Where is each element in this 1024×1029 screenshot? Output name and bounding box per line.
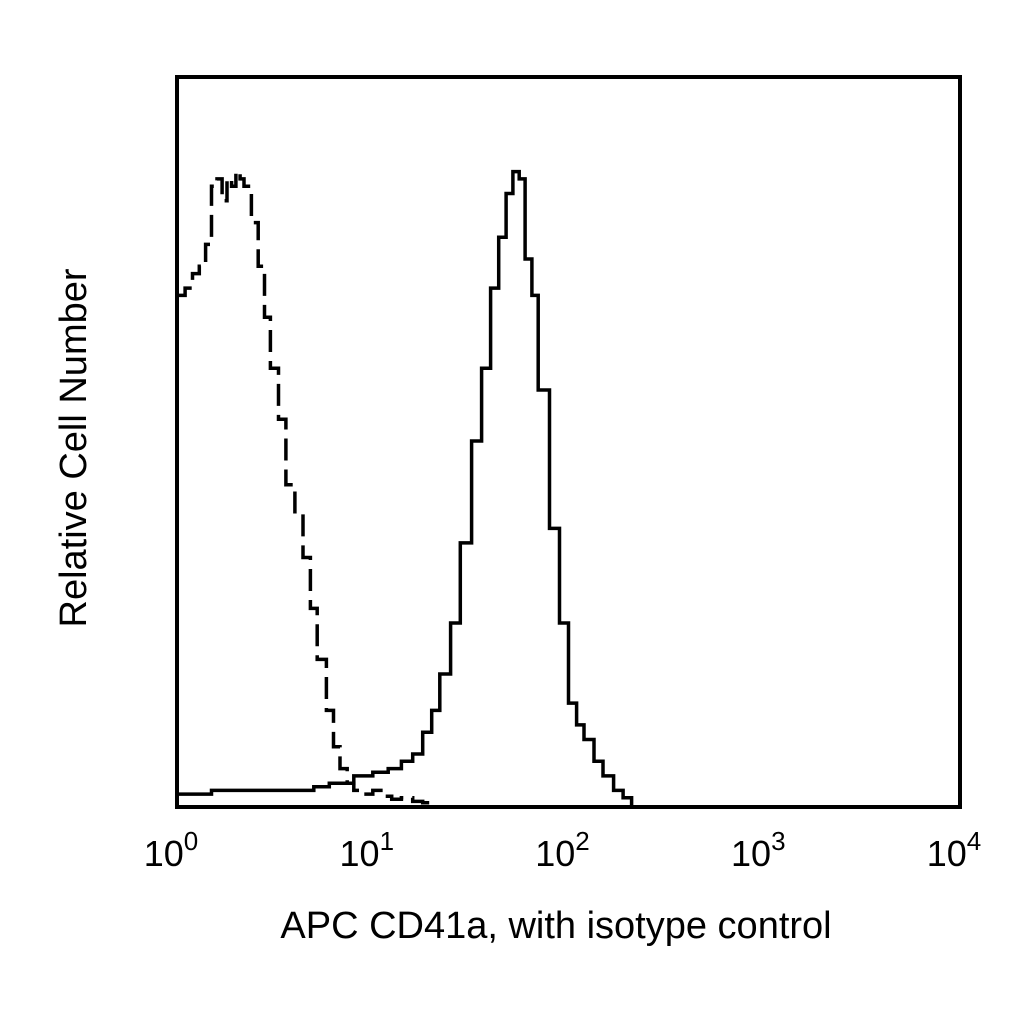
x-tick-label-4: 104 <box>927 826 982 874</box>
x-tick-label-0: 100 <box>144 826 199 874</box>
y-axis-label: Relative Cell Number <box>53 268 95 627</box>
isotype-control-histogram-line <box>177 169 434 805</box>
x-tick-exponent: 1 <box>380 826 394 856</box>
x-tick-labels: 100 101 102 103 104 <box>144 826 982 874</box>
x-tick-exponent: 4 <box>967 826 981 856</box>
series-layer <box>177 169 634 805</box>
x-tick-base: 10 <box>927 833 967 874</box>
cd41a-histogram-line <box>177 169 634 805</box>
x-tick-label-1: 101 <box>340 826 395 874</box>
plot-frame <box>175 75 962 809</box>
x-tick-exponent: 3 <box>771 826 785 856</box>
x-tick-label-2: 102 <box>535 826 590 874</box>
x-tick-base: 10 <box>144 833 184 874</box>
x-tick-base: 10 <box>731 833 771 874</box>
x-tick-base: 10 <box>535 833 575 874</box>
x-tick-exponent: 2 <box>575 826 589 856</box>
x-tick-exponent: 0 <box>184 826 198 856</box>
x-axis-label: APC CD41a, with isotype control <box>280 905 831 947</box>
x-tick-base: 10 <box>340 833 380 874</box>
x-tick-label-3: 103 <box>731 826 786 874</box>
